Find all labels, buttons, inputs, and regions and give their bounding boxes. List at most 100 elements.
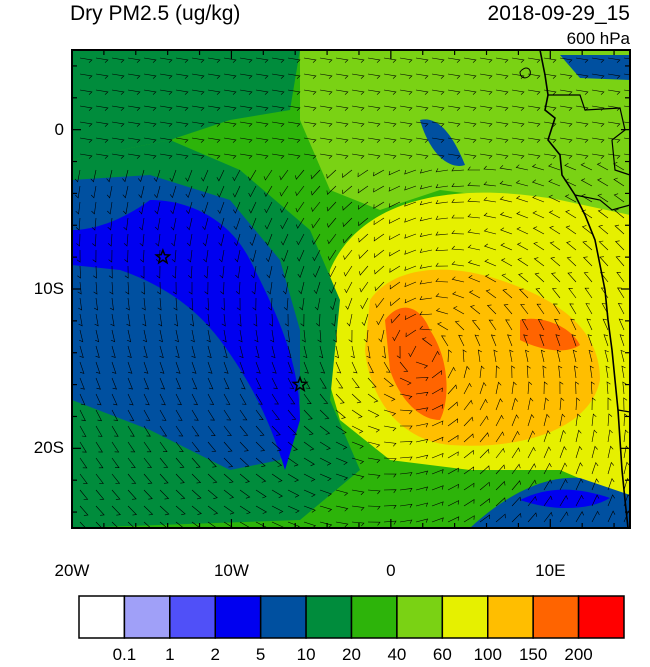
wind-barb <box>287 505 300 514</box>
wind-barb <box>527 121 541 127</box>
wind-barb <box>95 393 102 406</box>
wind-barb <box>319 57 333 63</box>
wind-barb <box>111 73 125 79</box>
wind-barb <box>127 105 141 111</box>
wind-barb <box>378 329 385 343</box>
wind-barb <box>591 429 598 443</box>
wind-barb <box>500 227 513 235</box>
wind-barb <box>383 121 397 127</box>
wind-barb <box>404 265 417 271</box>
wind-barb <box>623 461 630 475</box>
wind-barb <box>239 457 250 468</box>
wind-barb <box>287 121 301 127</box>
wind-barb <box>170 217 177 231</box>
wind-barb <box>575 381 580 395</box>
wind-barb <box>357 185 369 194</box>
wind-barb <box>607 137 621 143</box>
wind-barb <box>591 89 605 95</box>
wind-barb <box>159 505 170 516</box>
wind-barb <box>110 329 116 343</box>
wind-barb <box>235 265 241 279</box>
wind-barb <box>431 501 444 507</box>
wind-barb <box>79 137 93 143</box>
wind-barb <box>623 73 630 76</box>
wind-barb <box>79 409 86 422</box>
wind-barb <box>435 293 449 299</box>
wind-barb <box>575 511 584 523</box>
wind-barb <box>543 495 553 507</box>
wind-barb <box>543 57 557 63</box>
wind-barb <box>143 441 152 453</box>
wind-barb <box>255 457 266 467</box>
wind-barb <box>127 345 132 358</box>
wind-barb <box>111 457 120 468</box>
wind-barb <box>207 89 221 95</box>
wind-barb <box>319 441 331 451</box>
wind-barb <box>143 457 153 468</box>
wind-barb <box>191 409 199 421</box>
wind-barb <box>255 137 269 143</box>
wind-barb <box>614 224 625 235</box>
wind-barb <box>527 57 541 63</box>
wind-barb <box>175 425 184 437</box>
wind-barb <box>399 377 412 386</box>
wind-barb <box>351 521 365 527</box>
wind-barb <box>419 232 433 238</box>
wind-barb <box>90 169 97 183</box>
wind-barb <box>319 73 333 79</box>
wind-barb <box>463 382 472 395</box>
wind-barb <box>499 180 513 187</box>
wind-barb <box>111 505 121 516</box>
wind-barb <box>154 185 161 199</box>
wind-barb <box>404 233 417 239</box>
wind-barb <box>207 377 214 390</box>
wind-barb <box>383 409 397 417</box>
wind-barb <box>399 456 413 461</box>
wind-barb <box>419 325 433 331</box>
wind-barb <box>319 505 333 513</box>
wind-barb <box>108 249 113 263</box>
wind-barb <box>248 201 257 214</box>
wind-barb <box>591 413 597 427</box>
wind-barb <box>300 313 305 327</box>
wind-barb <box>591 478 599 491</box>
wind-barb <box>310 169 321 180</box>
wind-barb <box>303 361 309 374</box>
wind-barb <box>287 73 301 79</box>
colorbar-swatch <box>350 595 398 639</box>
wind-barb <box>468 275 481 283</box>
wind-barb <box>254 329 259 343</box>
wind-barb <box>447 57 461 63</box>
wind-barb <box>108 265 113 279</box>
wind-barb <box>271 121 285 127</box>
wind-barb <box>175 521 185 528</box>
wind-barb <box>295 185 305 197</box>
axis-ticks <box>71 50 630 528</box>
wind-barb <box>159 345 164 359</box>
wind-barb <box>396 345 401 359</box>
wind-barb <box>191 121 205 127</box>
wind-barb <box>95 153 109 159</box>
wind-barb <box>191 153 205 159</box>
wind-barb <box>435 184 449 189</box>
wind-barb <box>125 281 130 295</box>
wind-barb <box>607 429 613 443</box>
wind-barb <box>127 89 141 95</box>
wind-barb <box>495 497 506 507</box>
colorbar-swatch <box>123 595 171 639</box>
wind-barb <box>575 413 581 427</box>
wind-barb <box>265 249 273 263</box>
wind-barb <box>351 393 362 404</box>
colorbar-swatch <box>78 595 126 639</box>
wind-barb <box>559 413 566 427</box>
wind-barb <box>221 313 226 327</box>
colorbar-swatch <box>396 595 444 639</box>
wind-barb <box>157 297 162 311</box>
wind-barb <box>154 201 161 215</box>
wind-barb <box>143 377 150 390</box>
wind-barb <box>357 169 369 178</box>
wind-barb <box>597 178 609 187</box>
wind-barb <box>408 345 417 358</box>
wind-barb <box>495 57 509 63</box>
